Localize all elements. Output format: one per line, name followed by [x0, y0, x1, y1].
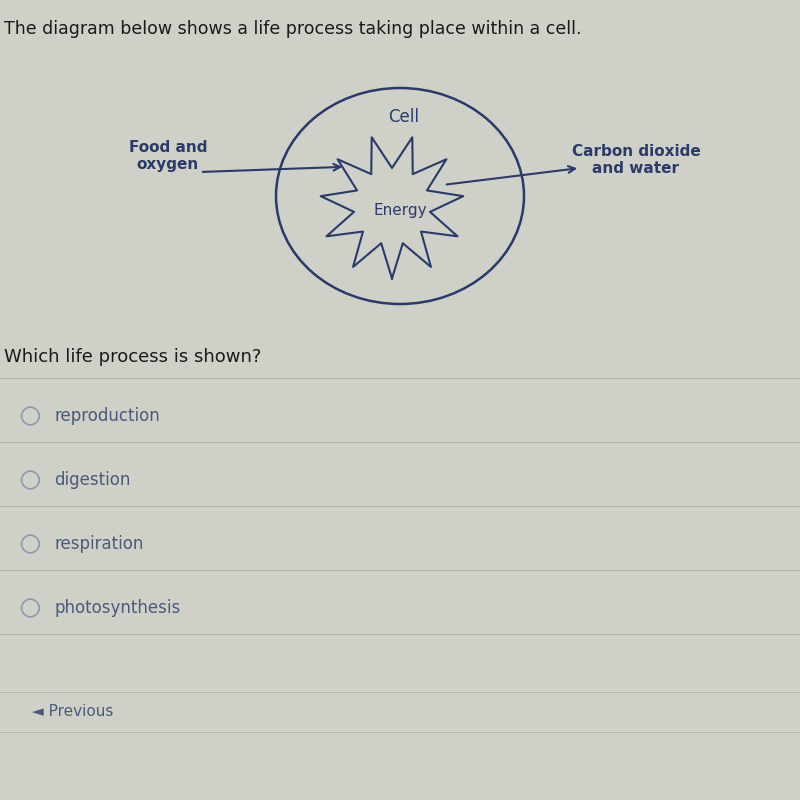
Text: reproduction: reproduction — [54, 407, 160, 425]
Text: Carbon dioxide
and water: Carbon dioxide and water — [572, 144, 700, 176]
Text: ◄ Previous: ◄ Previous — [32, 705, 114, 719]
Text: digestion: digestion — [54, 471, 130, 489]
Text: respiration: respiration — [54, 535, 144, 553]
Text: Which life process is shown?: Which life process is shown? — [4, 348, 262, 366]
Text: Energy: Energy — [373, 203, 427, 218]
Text: Food and
oxygen: Food and oxygen — [129, 140, 207, 172]
Text: photosynthesis: photosynthesis — [54, 599, 181, 617]
Text: Cell: Cell — [389, 108, 419, 126]
Text: The diagram below shows a life process taking place within a cell.: The diagram below shows a life process t… — [4, 20, 582, 38]
